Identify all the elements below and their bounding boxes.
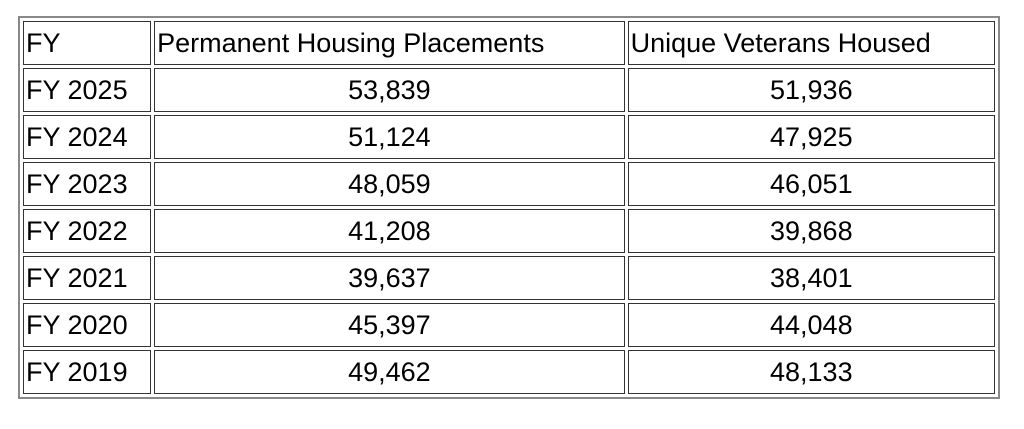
table-row: FY 2021 39,637 38,401 <box>23 256 995 300</box>
table-row: FY 2023 48,059 46,051 <box>23 162 995 206</box>
value-cell: 45,397 <box>154 303 625 347</box>
year-cell: FY 2024 <box>23 115 152 159</box>
value-cell: 49,462 <box>154 350 625 394</box>
table-row: FY 2019 49,462 48,133 <box>23 350 995 394</box>
value-cell: 53,839 <box>154 68 625 112</box>
value-cell: 51,936 <box>627 68 995 112</box>
value-cell: 47,925 <box>627 115 995 159</box>
table-head: FY Permanent Housing Placements Unique Vet… <box>23 21 995 65</box>
value-cell: 44,048 <box>627 303 995 347</box>
value-cell: 51,124 <box>154 115 625 159</box>
year-cell: FY 2019 <box>23 350 152 394</box>
table-row: FY 2024 51,124 47,925 <box>23 115 995 159</box>
year-cell: FY 2023 <box>23 162 152 206</box>
year-cell: FY 2021 <box>23 256 152 300</box>
header-cell: Unique Veterans Housed <box>627 21 995 65</box>
value-cell: 38,401 <box>627 256 995 300</box>
value-cell: 39,868 <box>627 209 995 253</box>
year-cell: FY 2025 <box>23 68 152 112</box>
table-row: FY 2022 41,208 39,868 <box>23 209 995 253</box>
year-cell: FY 2020 <box>23 303 152 347</box>
table-body: FY 2025 53,839 51,936 FY 2024 51,124 47,925 FY… <box>23 68 995 394</box>
header-row: FY Permanent Housing Placements Unique Vet… <box>23 21 995 65</box>
header-cell: Permanent Housing Placements <box>154 21 625 65</box>
year-cell: FY 2022 <box>23 209 152 253</box>
value-cell: 48,133 <box>627 350 995 394</box>
data-table: FY Permanent Housing Placements Unique Vet… <box>18 16 1000 399</box>
value-cell: 39,637 <box>154 256 625 300</box>
table-row: FY 2025 53,839 51,936 <box>23 68 995 112</box>
value-cell: 48,059 <box>154 162 625 206</box>
value-cell: 46,051 <box>627 162 995 206</box>
value-cell: 41,208 <box>154 209 625 253</box>
table-row: FY 2020 45,397 44,048 <box>23 303 995 347</box>
header-cell: FY <box>23 21 152 65</box>
